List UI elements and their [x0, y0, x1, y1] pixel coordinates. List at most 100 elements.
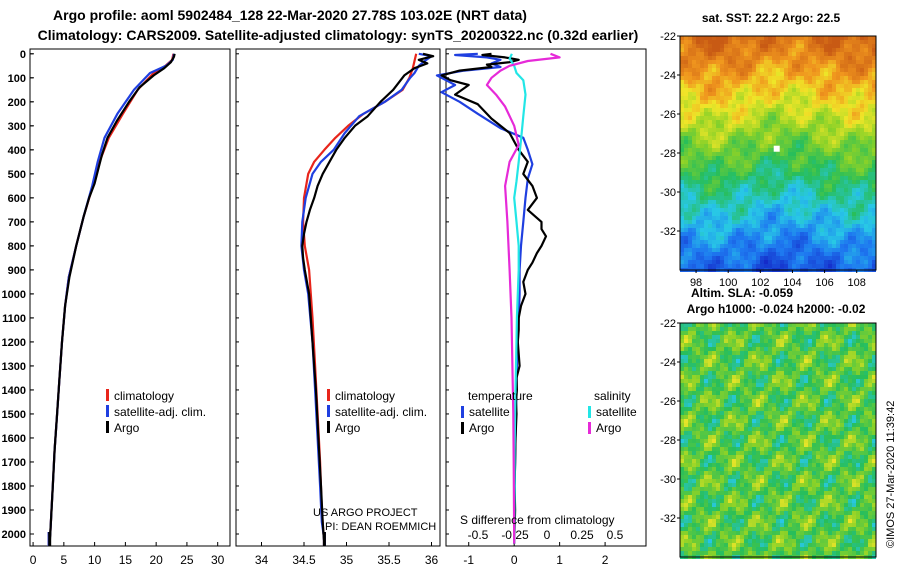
sst-map-cell: [732, 260, 736, 264]
sst-map-cell: [788, 148, 792, 152]
sst-map-cell: [844, 48, 848, 52]
sla-map-cell: [832, 471, 836, 475]
sst-map-cell: [828, 224, 832, 228]
sla-map-cell: [692, 407, 696, 411]
sst-map-cell: [816, 52, 820, 56]
sst-map-cell: [720, 220, 724, 224]
sla-map-cell: [720, 387, 724, 391]
sla-map-cell: [812, 347, 816, 351]
sla-map-cell: [840, 355, 844, 359]
sla-map-cell: [864, 415, 868, 419]
sst-map-cell: [844, 180, 848, 184]
sst-map-cell: [684, 236, 688, 240]
sla-map-cell: [720, 411, 724, 415]
sst-map-cell: [788, 184, 792, 188]
sla-map-cell: [816, 459, 820, 463]
sla-map-cell: [768, 467, 772, 471]
sst-map-cell: [716, 60, 720, 64]
sla-map-cell: [812, 335, 816, 339]
sst-map-cell: [712, 132, 716, 136]
sst-map-cell: [848, 176, 852, 180]
sst-map-cell: [788, 132, 792, 136]
sst-map-cell: [736, 72, 740, 76]
sst-map-cell: [732, 248, 736, 252]
sst-map-cell: [828, 128, 832, 132]
sst-map-cell: [692, 144, 696, 148]
sst-map-cell: [824, 216, 828, 220]
sla-map-cell: [696, 427, 700, 431]
sst-map-cell: [840, 60, 844, 64]
sst-map-cell: [752, 148, 756, 152]
sst-map-cell: [804, 124, 808, 128]
sst-map-cell: [724, 84, 728, 88]
sla-map-cell: [744, 335, 748, 339]
sst-map-cell: [804, 76, 808, 80]
sst-map-cell: [764, 52, 768, 56]
sla-map-cell: [840, 439, 844, 443]
sst-map-cell: [744, 128, 748, 132]
sla-map-cell: [852, 363, 856, 367]
legend-swatch-satellite: [106, 405, 109, 417]
sst-map-cell: [868, 260, 872, 264]
sla-map-cell: [736, 467, 740, 471]
sla-map-cell: [784, 327, 788, 331]
sla-map-cell: [752, 423, 756, 427]
sla-map-cell: [864, 363, 868, 367]
sla-map-cell: [808, 343, 812, 347]
difference-xtick-label: -1: [463, 553, 474, 567]
sst-map-cell: [772, 212, 776, 216]
sst-map-cell: [808, 116, 812, 120]
sla-map-cell: [864, 399, 868, 403]
sla-map-cell: [724, 391, 728, 395]
sla-map-cell: [716, 427, 720, 431]
sst-map-cell: [780, 148, 784, 152]
sst-map-cell: [776, 76, 780, 80]
sst-map-cell: [828, 152, 832, 156]
sla-map-cell: [796, 367, 800, 371]
sst-map-cell: [864, 148, 868, 152]
sst-map-cell: [704, 192, 708, 196]
sst-map-cell: [796, 224, 800, 228]
sla-map-cell: [684, 323, 688, 327]
sst-map-cell: [820, 64, 824, 68]
sst-map-cell: [716, 104, 720, 108]
sst-map-cell: [784, 84, 788, 88]
sla-map-cell: [740, 419, 744, 423]
sla-map-cell: [776, 431, 780, 435]
sst-map-cell: [856, 164, 860, 168]
sla-map-cell: [740, 471, 744, 475]
sla-map-cell: [728, 387, 732, 391]
sst-map-cell: [848, 116, 852, 120]
sla-map-cell: [796, 447, 800, 451]
sst-map-cell: [776, 244, 780, 248]
sst-map-cell: [748, 164, 752, 168]
sst-map-cell: [796, 108, 800, 112]
sst-map-cell: [812, 152, 816, 156]
sst-map-cell: [736, 256, 740, 260]
sla-map-cell: [748, 471, 752, 475]
sst-map-cell: [788, 160, 792, 164]
sst-map-cell: [716, 196, 720, 200]
sst-map-cell: [800, 64, 804, 68]
sst-map-cell: [772, 48, 776, 52]
sst-map-cell: [836, 92, 840, 96]
sst-map-cell: [808, 136, 812, 140]
sst-map-cell: [840, 240, 844, 244]
sst-map-cell: [696, 248, 700, 252]
sst-map-cell: [716, 64, 720, 68]
sla-map-cell: [824, 411, 828, 415]
sla-map-cell: [768, 399, 772, 403]
sla-map-cell: [708, 339, 712, 343]
sla-map-cell: [784, 355, 788, 359]
sst-map-cell: [832, 184, 836, 188]
sla-map-cell: [724, 347, 728, 351]
sla-map-cell: [708, 391, 712, 395]
sla-map-cell: [700, 335, 704, 339]
sst-map-cell: [712, 180, 716, 184]
sla-map-cell: [852, 399, 856, 403]
sst-map-cell: [844, 136, 848, 140]
sst-map-cell: [716, 120, 720, 124]
sla-map-cell: [768, 375, 772, 379]
sst-map-cell: [860, 256, 864, 260]
sst-map-cell: [872, 120, 876, 124]
